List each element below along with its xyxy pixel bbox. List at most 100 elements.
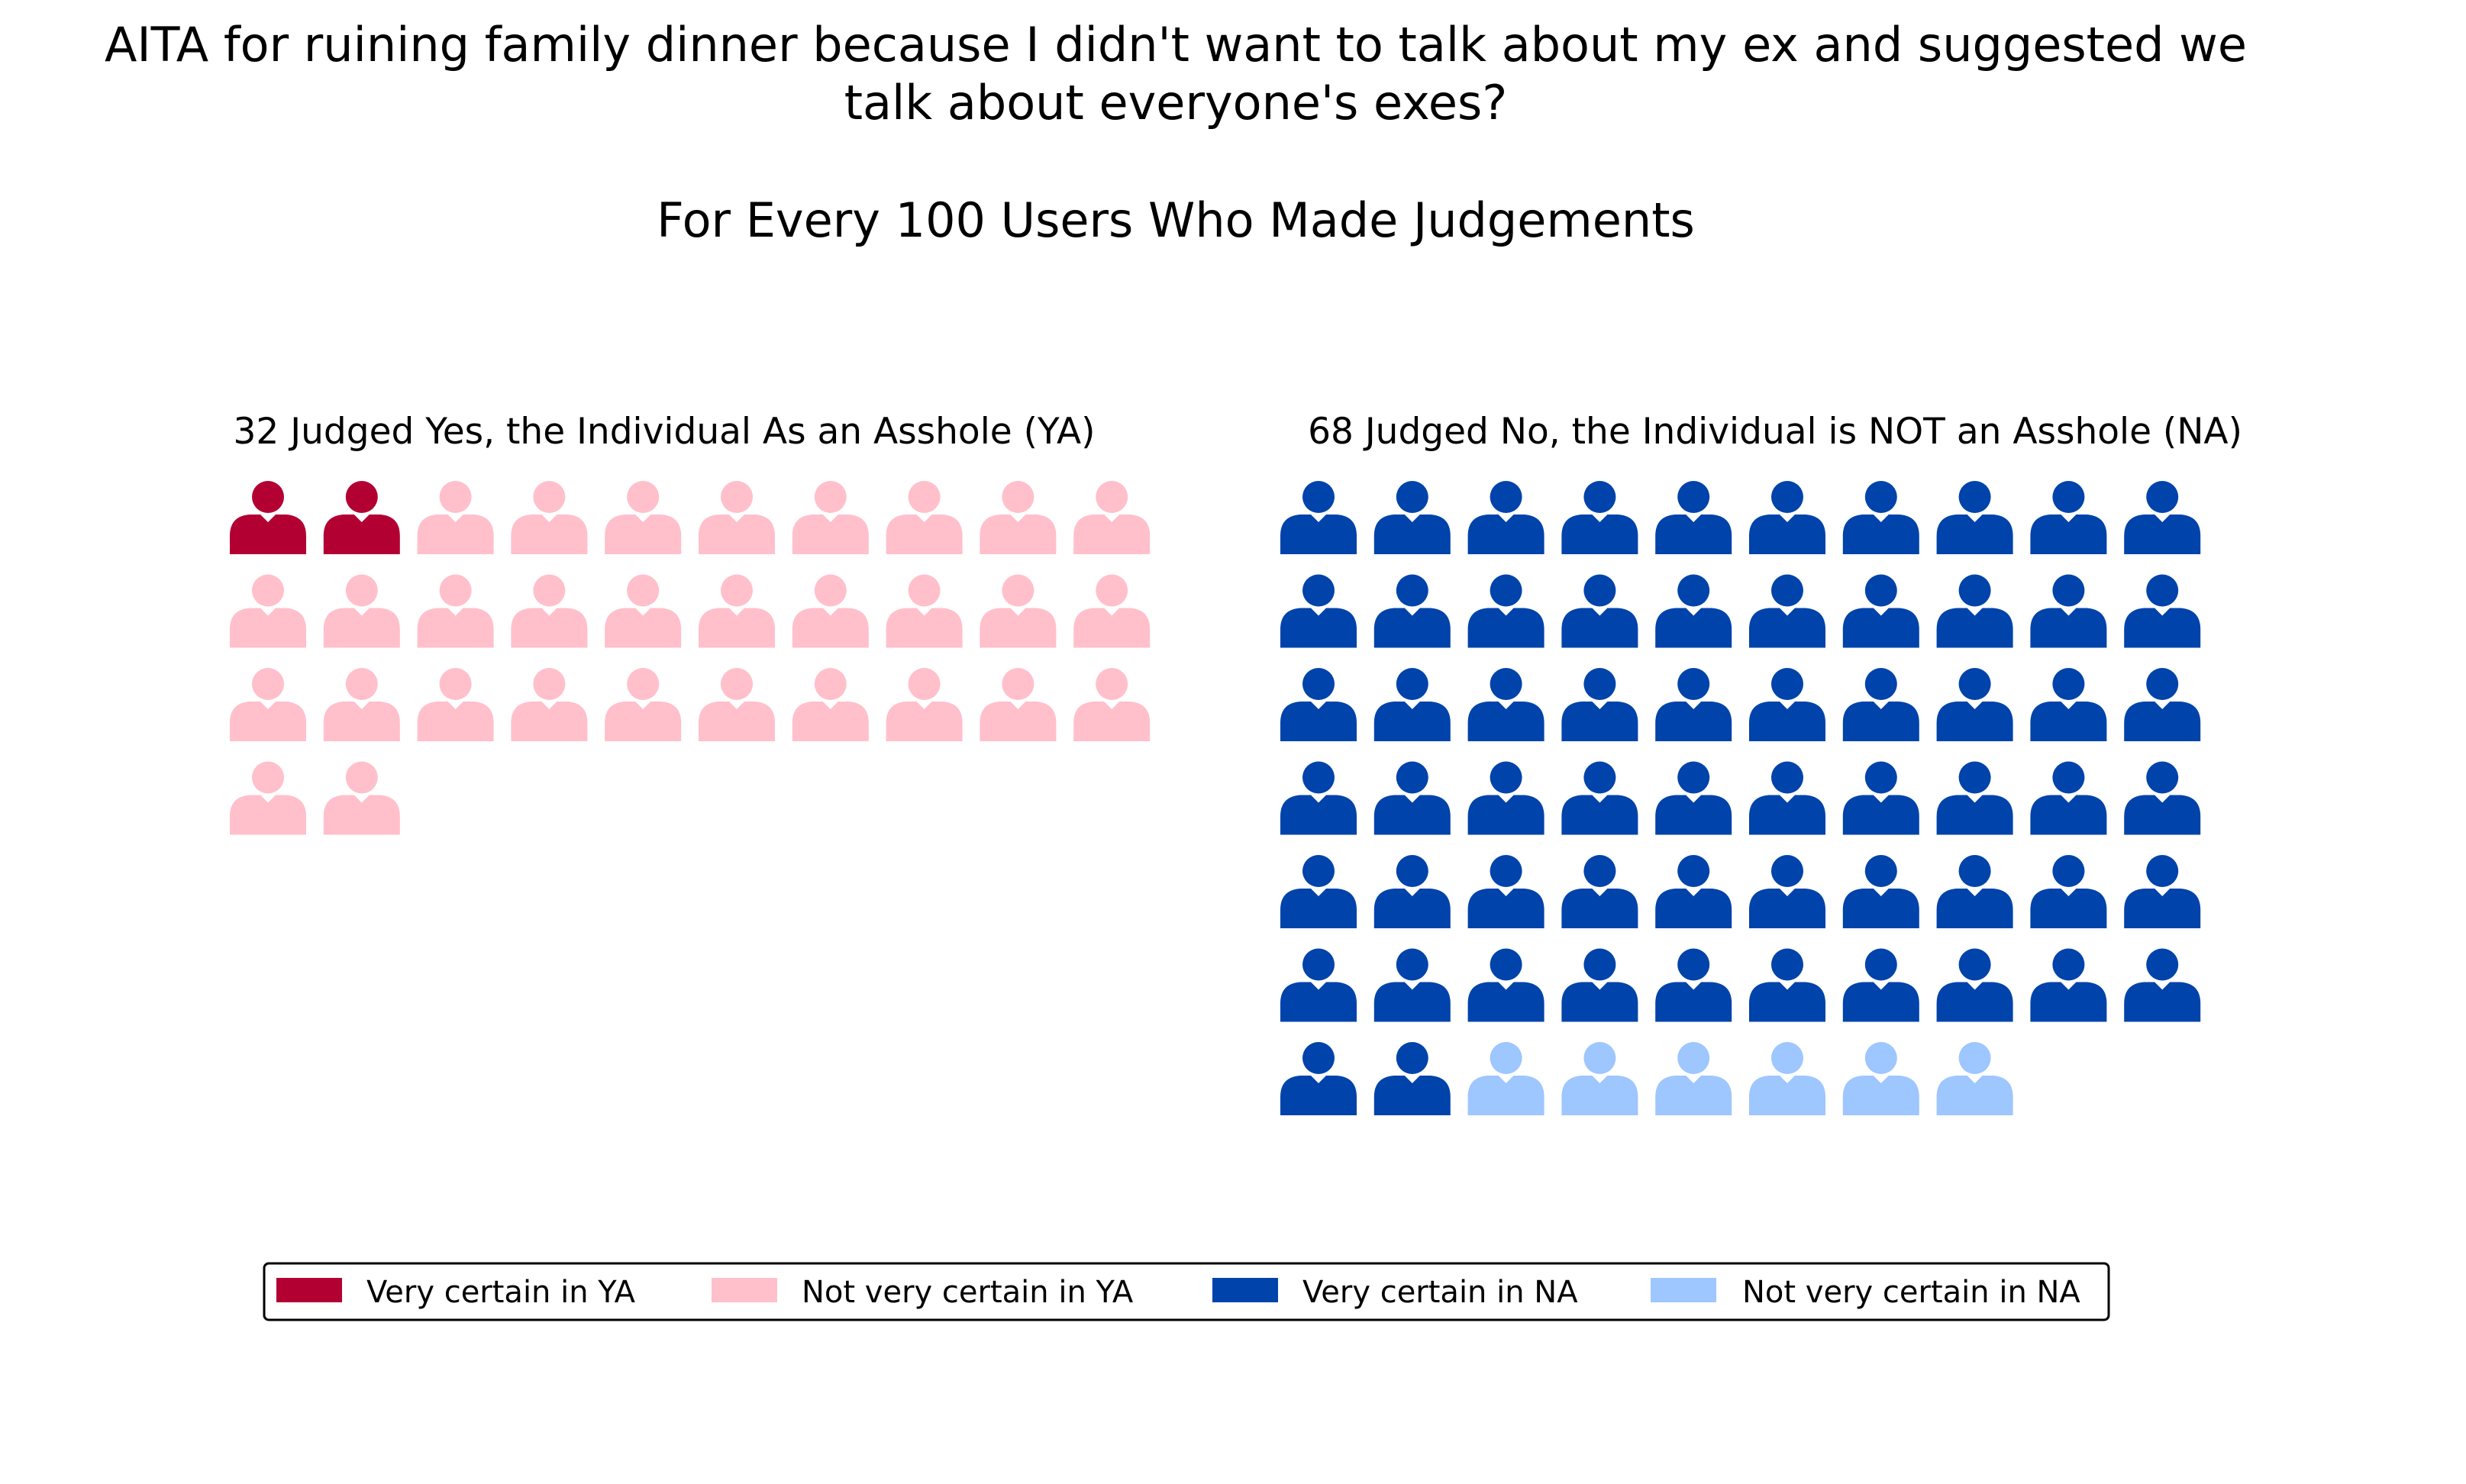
person-icon-na-very-certain xyxy=(2030,855,2107,928)
person-icon-ya-not-very-certain xyxy=(323,761,400,835)
person-icon-na-very-certain xyxy=(1280,1042,1357,1115)
person-icon-na-very-certain xyxy=(1842,668,1919,741)
person-icon-na-very-certain xyxy=(1655,761,1732,835)
person-icon-na-very-certain xyxy=(1655,668,1732,741)
person-icon-na-very-certain xyxy=(1467,481,1544,554)
person-icon-na-very-certain xyxy=(1280,761,1357,835)
person-icon-na-very-certain xyxy=(1561,481,1638,554)
person-icon-na-very-certain xyxy=(1561,761,1638,835)
person-icon-ya-not-very-certain xyxy=(792,481,869,554)
panel-title-ya: 32 Judged Yes, the Individual As an Assh… xyxy=(234,411,1096,453)
legend-frame xyxy=(263,1262,2110,1321)
person-icon-na-very-certain xyxy=(2124,948,2201,1022)
person-icon-ya-not-very-certain xyxy=(699,574,775,648)
person-icon-na-very-certain xyxy=(1749,948,1825,1022)
person-icon-na-very-certain xyxy=(1467,574,1544,648)
person-icon-na-very-certain xyxy=(1655,855,1732,928)
person-icon-na-very-certain xyxy=(1749,761,1825,835)
person-icon-na-very-certain xyxy=(1561,668,1638,741)
legend-label-3: Not very certain in NA xyxy=(1742,1275,2080,1310)
person-icon-na-very-certain xyxy=(1280,948,1357,1022)
person-icon-na-very-certain xyxy=(1655,948,1732,1022)
person-icon-ya-not-very-certain xyxy=(699,481,775,554)
person-icon-ya-not-very-certain xyxy=(417,481,494,554)
person-icon-na-very-certain xyxy=(1561,855,1638,928)
person-icon-na-not-very-certain xyxy=(1749,1042,1825,1115)
chart-title-line-2: talk about everyone's exes? xyxy=(844,75,1508,131)
person-icon-na-very-certain xyxy=(2124,761,2201,835)
chart-title-line-1: AITA for ruining family dinner because I… xyxy=(105,17,2247,73)
person-icon-na-very-certain xyxy=(1373,481,1451,554)
person-icon-ya-not-very-certain xyxy=(417,574,494,648)
person-icon-na-very-certain xyxy=(1936,855,2013,928)
legend-swatch-3 xyxy=(1651,1278,1716,1302)
person-icon-na-very-certain xyxy=(2124,855,2201,928)
person-icon-ya-not-very-certain xyxy=(417,668,494,741)
person-icon-na-very-certain xyxy=(1749,855,1825,928)
person-icon-ya-not-very-certain xyxy=(230,574,306,648)
person-icon-ya-very-certain xyxy=(230,481,306,554)
person-icon-na-very-certain xyxy=(1842,948,1919,1022)
person-icon-na-very-certain xyxy=(1280,668,1357,741)
person-icon-na-very-certain xyxy=(1373,574,1451,648)
person-icon-na-not-very-certain xyxy=(1561,1042,1638,1115)
person-icon-na-not-very-certain xyxy=(1842,1042,1919,1115)
person-icon-ya-not-very-certain xyxy=(1073,481,1151,554)
person-icon-ya-not-very-certain xyxy=(605,574,682,648)
person-icon-na-not-very-certain xyxy=(1467,1042,1544,1115)
person-icon-ya-not-very-certain xyxy=(980,481,1057,554)
person-icon-na-very-certain xyxy=(1842,574,1919,648)
person-icon-na-very-certain xyxy=(1373,668,1451,741)
person-icon-ya-not-very-certain xyxy=(230,668,306,741)
person-icon-na-very-certain xyxy=(1749,481,1825,554)
person-icon-ya-not-very-certain xyxy=(323,574,400,648)
person-icon-na-very-certain xyxy=(2030,948,2107,1022)
person-icon-na-very-certain xyxy=(1561,574,1638,648)
person-icon-na-very-certain xyxy=(1280,855,1357,928)
person-icon-na-very-certain xyxy=(1373,761,1451,835)
person-icon-ya-not-very-certain xyxy=(886,574,963,648)
person-icon-ya-not-very-certain xyxy=(605,481,682,554)
person-icon-ya-very-certain xyxy=(323,481,400,554)
person-icon-ya-not-very-certain xyxy=(323,668,400,741)
person-icon-na-very-certain xyxy=(2030,668,2107,741)
person-icon-na-very-certain xyxy=(1936,948,2013,1022)
legend-swatch-0 xyxy=(276,1278,342,1302)
person-icon-na-very-certain xyxy=(1936,574,2013,648)
person-icon-ya-not-very-certain xyxy=(792,574,869,648)
person-icon-na-very-certain xyxy=(1936,668,2013,741)
chart-subtitle: For Every 100 Users Who Made Judgements xyxy=(657,192,1695,248)
person-icon-na-very-certain xyxy=(2124,668,2201,741)
legend-label-2: Very certain in NA xyxy=(1302,1275,1578,1310)
person-icon-na-very-certain xyxy=(1467,948,1544,1022)
person-icon-na-very-certain xyxy=(2030,574,2107,648)
person-icon-na-very-certain xyxy=(2030,761,2107,835)
person-icon-na-very-certain xyxy=(2124,481,2201,554)
legend-swatch-2 xyxy=(1212,1278,1278,1302)
legend-label-0: Very certain in YA xyxy=(366,1275,636,1310)
person-icon-ya-not-very-certain xyxy=(886,668,963,741)
person-icon-ya-not-very-certain xyxy=(1073,574,1151,648)
waffle-panel-na xyxy=(1280,481,2201,1115)
person-icon-ya-not-very-certain xyxy=(1073,668,1151,741)
person-icon-ya-not-very-certain xyxy=(511,481,588,554)
person-icon-na-very-certain xyxy=(1655,481,1732,554)
person-icon-ya-not-very-certain xyxy=(980,668,1057,741)
person-icon-na-very-certain xyxy=(1749,574,1825,648)
person-icon-ya-not-very-certain xyxy=(792,668,869,741)
person-icon-na-very-certain xyxy=(1655,574,1732,648)
person-icon-na-very-certain xyxy=(1373,1042,1451,1115)
legend-swatch-1 xyxy=(712,1278,777,1302)
person-icon-ya-not-very-certain xyxy=(886,481,963,554)
person-icon-na-very-certain xyxy=(1373,948,1451,1022)
person-icon-na-very-certain xyxy=(1561,948,1638,1022)
legend: Very certain in YA Not very certain in Y… xyxy=(263,1262,2110,1321)
person-icon-na-very-certain xyxy=(1842,855,1919,928)
person-icon-ya-not-very-certain xyxy=(605,668,682,741)
person-icon-na-very-certain xyxy=(1467,761,1544,835)
person-icon-na-not-very-certain xyxy=(1936,1042,2013,1115)
person-icon-na-very-certain xyxy=(1936,761,2013,835)
panel-title-na: 68 Judged No, the Individual is NOT an A… xyxy=(1308,411,2242,453)
person-icon-na-very-certain xyxy=(1467,855,1544,928)
person-icon-na-very-certain xyxy=(1842,761,1919,835)
